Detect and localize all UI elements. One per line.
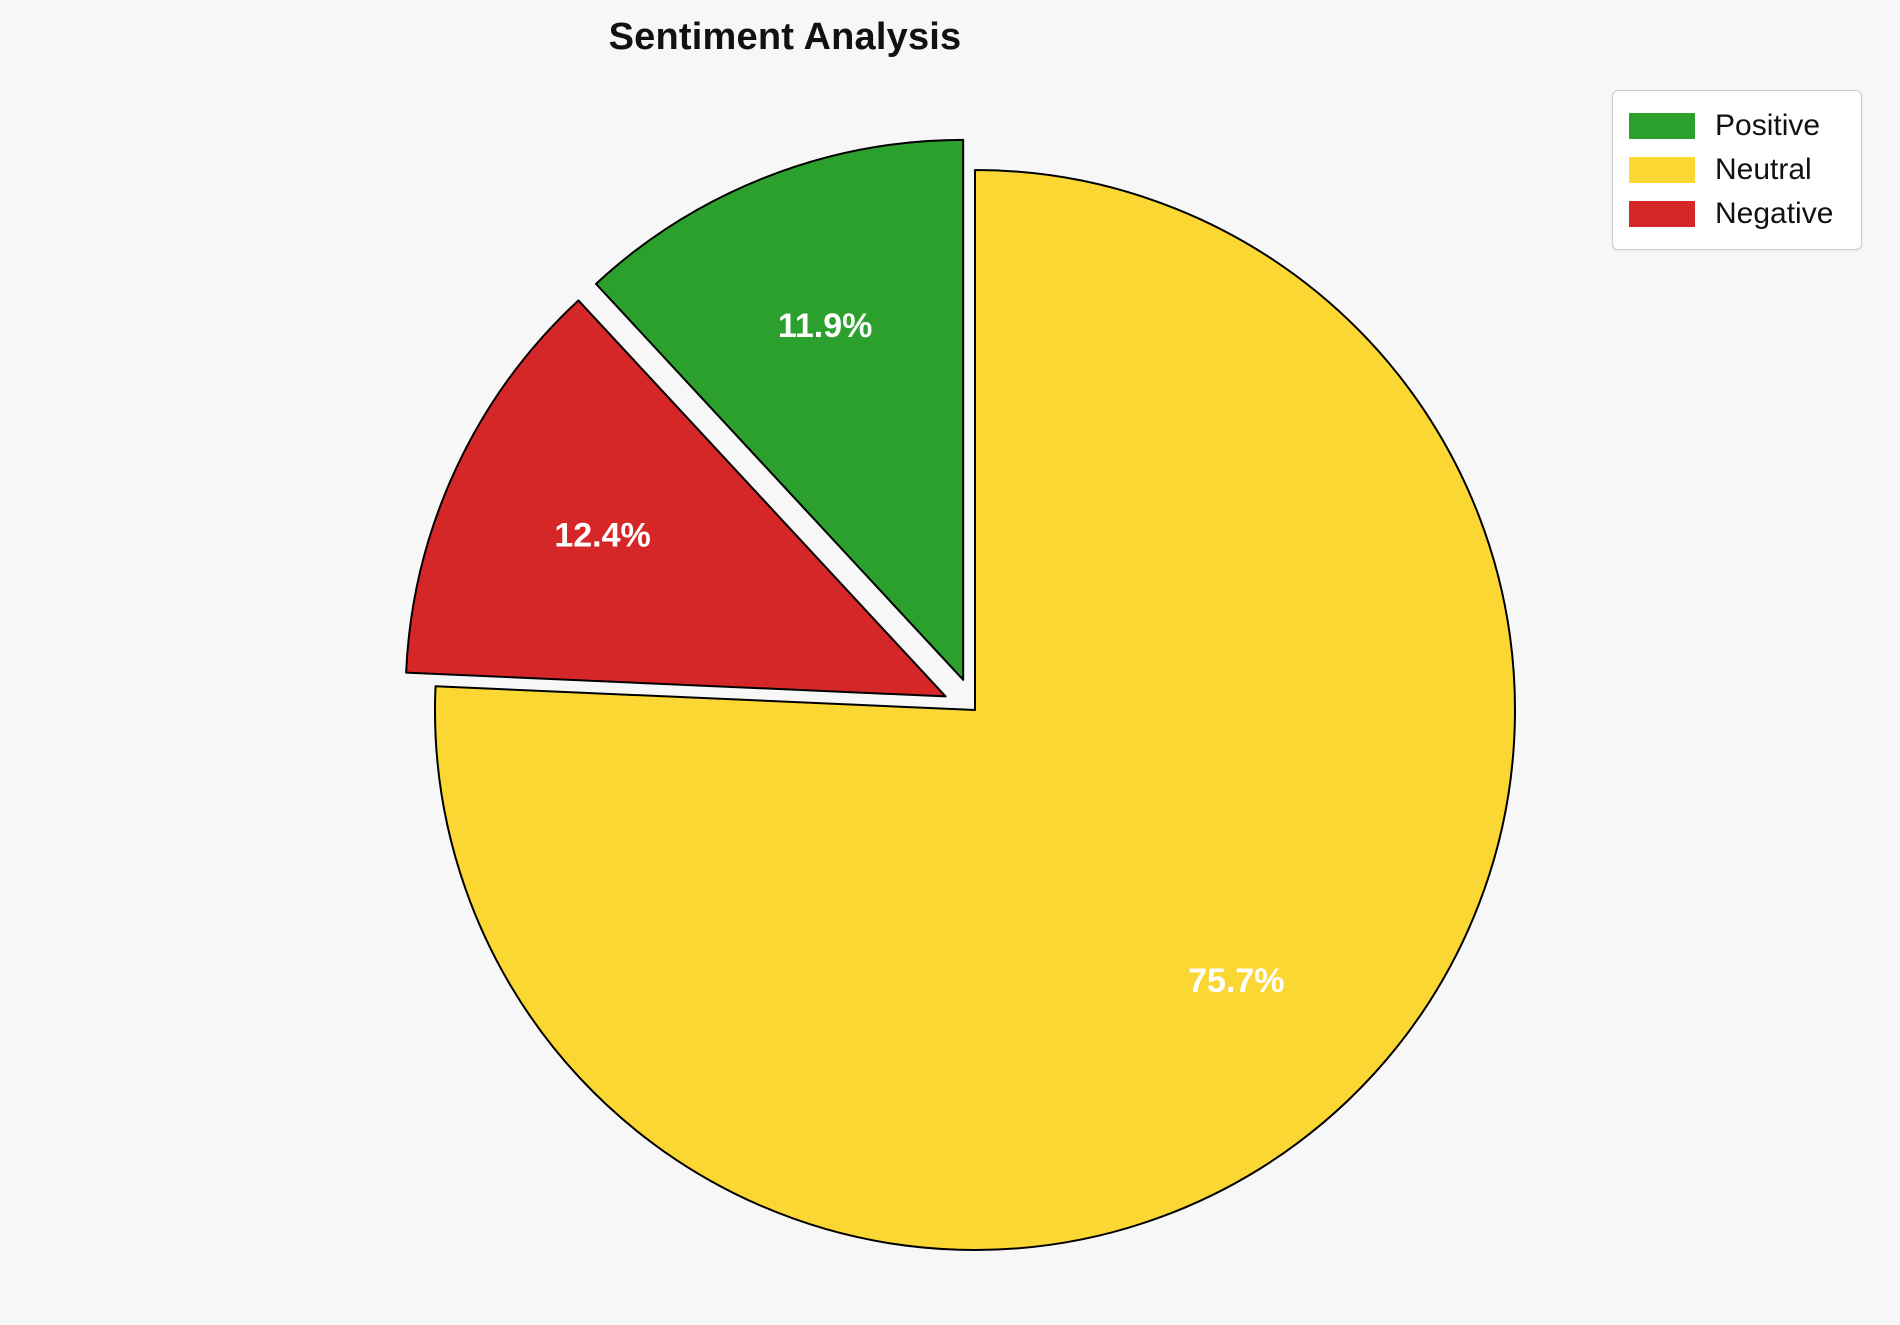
- pie-slice-value-neutral: 75.7%: [1188, 962, 1284, 1000]
- legend-item-neutral[interactable]: Neutral: [1629, 148, 1845, 192]
- legend-swatch-neutral: [1629, 157, 1695, 183]
- pie-slice-labels: 75.7% 12.4% 11.9%: [554, 307, 1284, 1000]
- pie-slice-positive[interactable]: [594, 138, 965, 681]
- legend-swatch-negative: [1629, 201, 1695, 227]
- pie-slice-neutral[interactable]: [434, 169, 1516, 1251]
- legend-item-negative[interactable]: Negative: [1629, 192, 1845, 236]
- pie-slice-value-negative: 12.4%: [554, 517, 650, 555]
- pie-wedges: [405, 138, 1516, 1251]
- legend-label-neutral: Neutral: [1715, 153, 1812, 186]
- legend-item-positive[interactable]: Positive: [1629, 104, 1845, 148]
- legend-label-positive: Positive: [1715, 109, 1821, 142]
- page-title: Sentiment Analysis: [608, 16, 962, 58]
- legend-swatch-positive: [1629, 113, 1695, 139]
- pie-slice-value-positive: 11.9%: [778, 307, 873, 345]
- legend: Positive Neutral Negative: [1612, 90, 1862, 250]
- legend-label-negative: Negative: [1715, 197, 1834, 230]
- pie-slice-negative[interactable]: [405, 299, 947, 698]
